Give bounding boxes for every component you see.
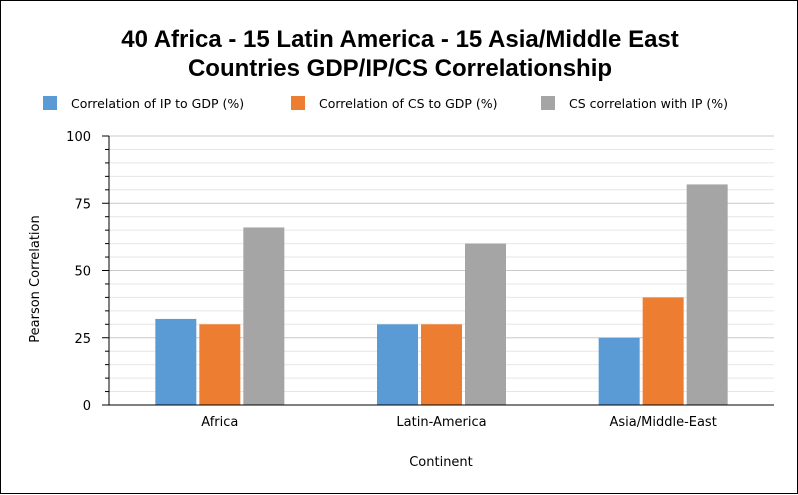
y-tick-labels: 0 25 50 75 100	[66, 130, 91, 414]
x-tick-label: Africa	[201, 415, 238, 430]
y-tick-label: 100	[66, 130, 91, 145]
bar-3-3	[686, 184, 728, 405]
y-tick-label: 0	[83, 399, 91, 414]
bar-2-1	[199, 324, 241, 405]
chart-title-line-1: 40 Africa - 15 Latin America - 15 Asia/M…	[121, 26, 679, 53]
y-tick-label: 50	[74, 265, 91, 280]
legend-swatch-series-2	[291, 96, 305, 110]
bar-2-3	[642, 297, 684, 405]
bar-1-1	[155, 318, 197, 405]
bars	[155, 184, 728, 405]
legend-swatch-series-3	[541, 96, 555, 110]
x-tick-label: Latin-America	[396, 415, 486, 430]
bar-1-2	[377, 324, 418, 405]
legend: Correlation of IP to GDP (%) Correlation…	[43, 96, 728, 111]
bar-2-2	[421, 324, 462, 405]
legend-label-series-1: Correlation of IP to GDP (%)	[71, 96, 244, 111]
bar-3-1	[243, 227, 285, 405]
y-tick-label: 25	[74, 332, 91, 347]
axes	[102, 135, 774, 406]
y-tick-label: 75	[74, 197, 91, 212]
legend-label-series-3: CS correlation with IP (%)	[569, 96, 728, 111]
x-axis-title: Continent	[409, 455, 473, 470]
x-tick-labels: Africa Latin-America Asia/Middle-East	[201, 415, 717, 430]
y-axis-title: Pearson Correlation	[28, 215, 43, 342]
legend-label-series-2: Correlation of CS to GDP (%)	[319, 96, 498, 111]
bar-3-2	[465, 243, 506, 405]
chart-title-line-2: Countries GDP/IP/CS Correlationship	[188, 55, 612, 82]
bar-1-3	[598, 337, 640, 405]
x-tick-label: Asia/Middle-East	[610, 415, 717, 430]
legend-swatch-series-1	[43, 96, 57, 110]
